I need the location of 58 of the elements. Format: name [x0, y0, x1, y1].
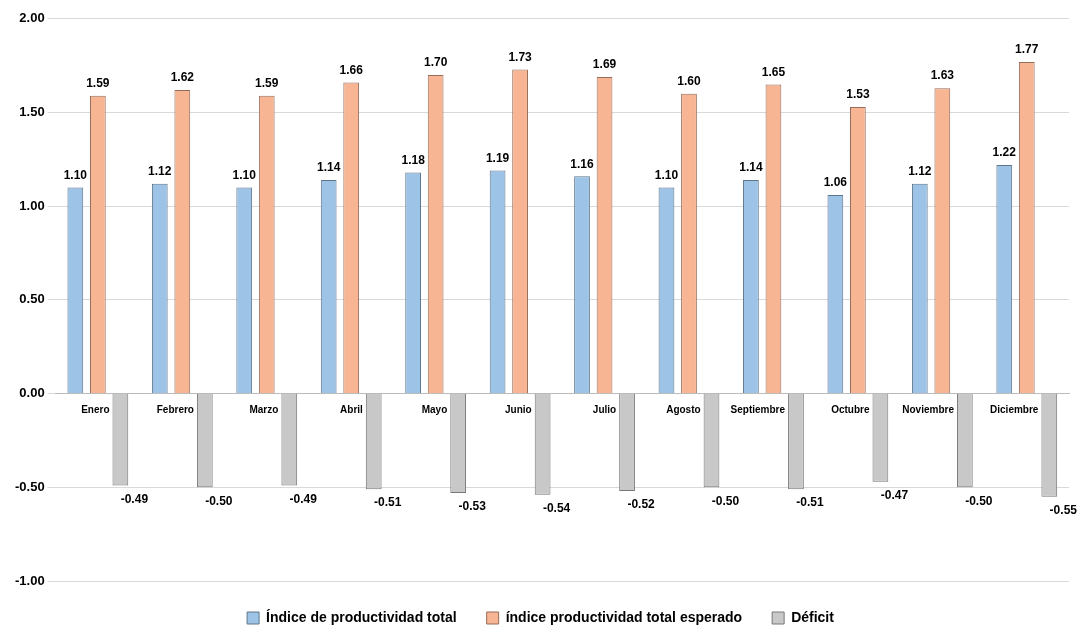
data-label: 1.12: [908, 164, 932, 179]
x-tick-label: Octubre: [831, 404, 870, 416]
data-label: 1.10: [654, 167, 679, 182]
data-label: 1.53: [846, 87, 870, 102]
data-label: -0.49: [120, 491, 149, 506]
y-tick-label: 0.00: [19, 385, 45, 401]
y-tick-label: -0.50: [14, 478, 45, 494]
data-label: 1.59: [86, 75, 110, 90]
data-label: -0.50: [711, 493, 740, 508]
x-tick-label: Abril: [340, 404, 364, 416]
data-label: 1.22: [992, 145, 1017, 160]
data-label: 1.18: [401, 152, 426, 167]
data-label: -0.54: [542, 501, 571, 516]
data-label: 1.66: [339, 62, 364, 77]
x-tick-label: Febrero: [156, 404, 194, 416]
data-label: 1.73: [508, 49, 533, 64]
data-label: -0.51: [374, 495, 402, 510]
data-label: -0.52: [627, 497, 656, 512]
legend-label: Déficit: [791, 608, 835, 625]
y-tick-label: 2.00: [19, 10, 45, 26]
x-tick-label: Mayo: [421, 404, 448, 416]
data-label: 1.14: [739, 160, 763, 175]
data-label: 1.60: [677, 74, 701, 89]
data-label: 1.10: [63, 167, 88, 182]
x-tick-label: Junio: [505, 404, 532, 416]
x-tick-label: Marzo: [249, 404, 279, 416]
y-tick-label: 0.50: [19, 291, 45, 307]
x-tick-label: Enero: [81, 404, 110, 416]
data-label: 1.12: [148, 164, 172, 179]
data-label: -0.49: [289, 491, 318, 506]
data-label: 1.69: [592, 57, 617, 72]
data-label: 1.06: [823, 175, 848, 190]
data-label: 1.14: [317, 160, 341, 175]
data-label: -0.55: [1049, 502, 1078, 517]
legend-label: Índice de productividad total: [266, 608, 457, 625]
x-tick-label: Noviembre: [902, 404, 955, 416]
data-label: 1.59: [255, 75, 279, 90]
data-label: 1.19: [485, 150, 510, 165]
x-tick-label: Diciembre: [990, 404, 1039, 416]
legend-label: índice productividad total esperado: [505, 608, 743, 625]
x-tick-label: Septiembre: [730, 404, 786, 416]
y-tick-label: -1.00: [14, 572, 45, 588]
x-tick-label: Agosto: [666, 404, 701, 416]
data-label: 1.70: [423, 55, 448, 70]
data-label: 1.16: [570, 156, 595, 171]
data-label: -0.53: [458, 499, 487, 514]
data-label: -0.50: [965, 493, 993, 508]
data-label: -0.50: [205, 493, 233, 508]
x-tick-label: Julio: [592, 404, 617, 416]
data-label: 1.77: [1015, 42, 1039, 57]
data-label: 1.10: [232, 167, 257, 182]
y-tick-label: 1.00: [19, 197, 45, 213]
data-label: 1.65: [761, 64, 786, 79]
data-label: 1.63: [930, 68, 955, 83]
data-label: 1.62: [170, 70, 195, 85]
y-tick-label: 1.50: [19, 104, 45, 120]
data-label: -0.47: [880, 487, 909, 502]
data-label: -0.51: [796, 495, 824, 510]
